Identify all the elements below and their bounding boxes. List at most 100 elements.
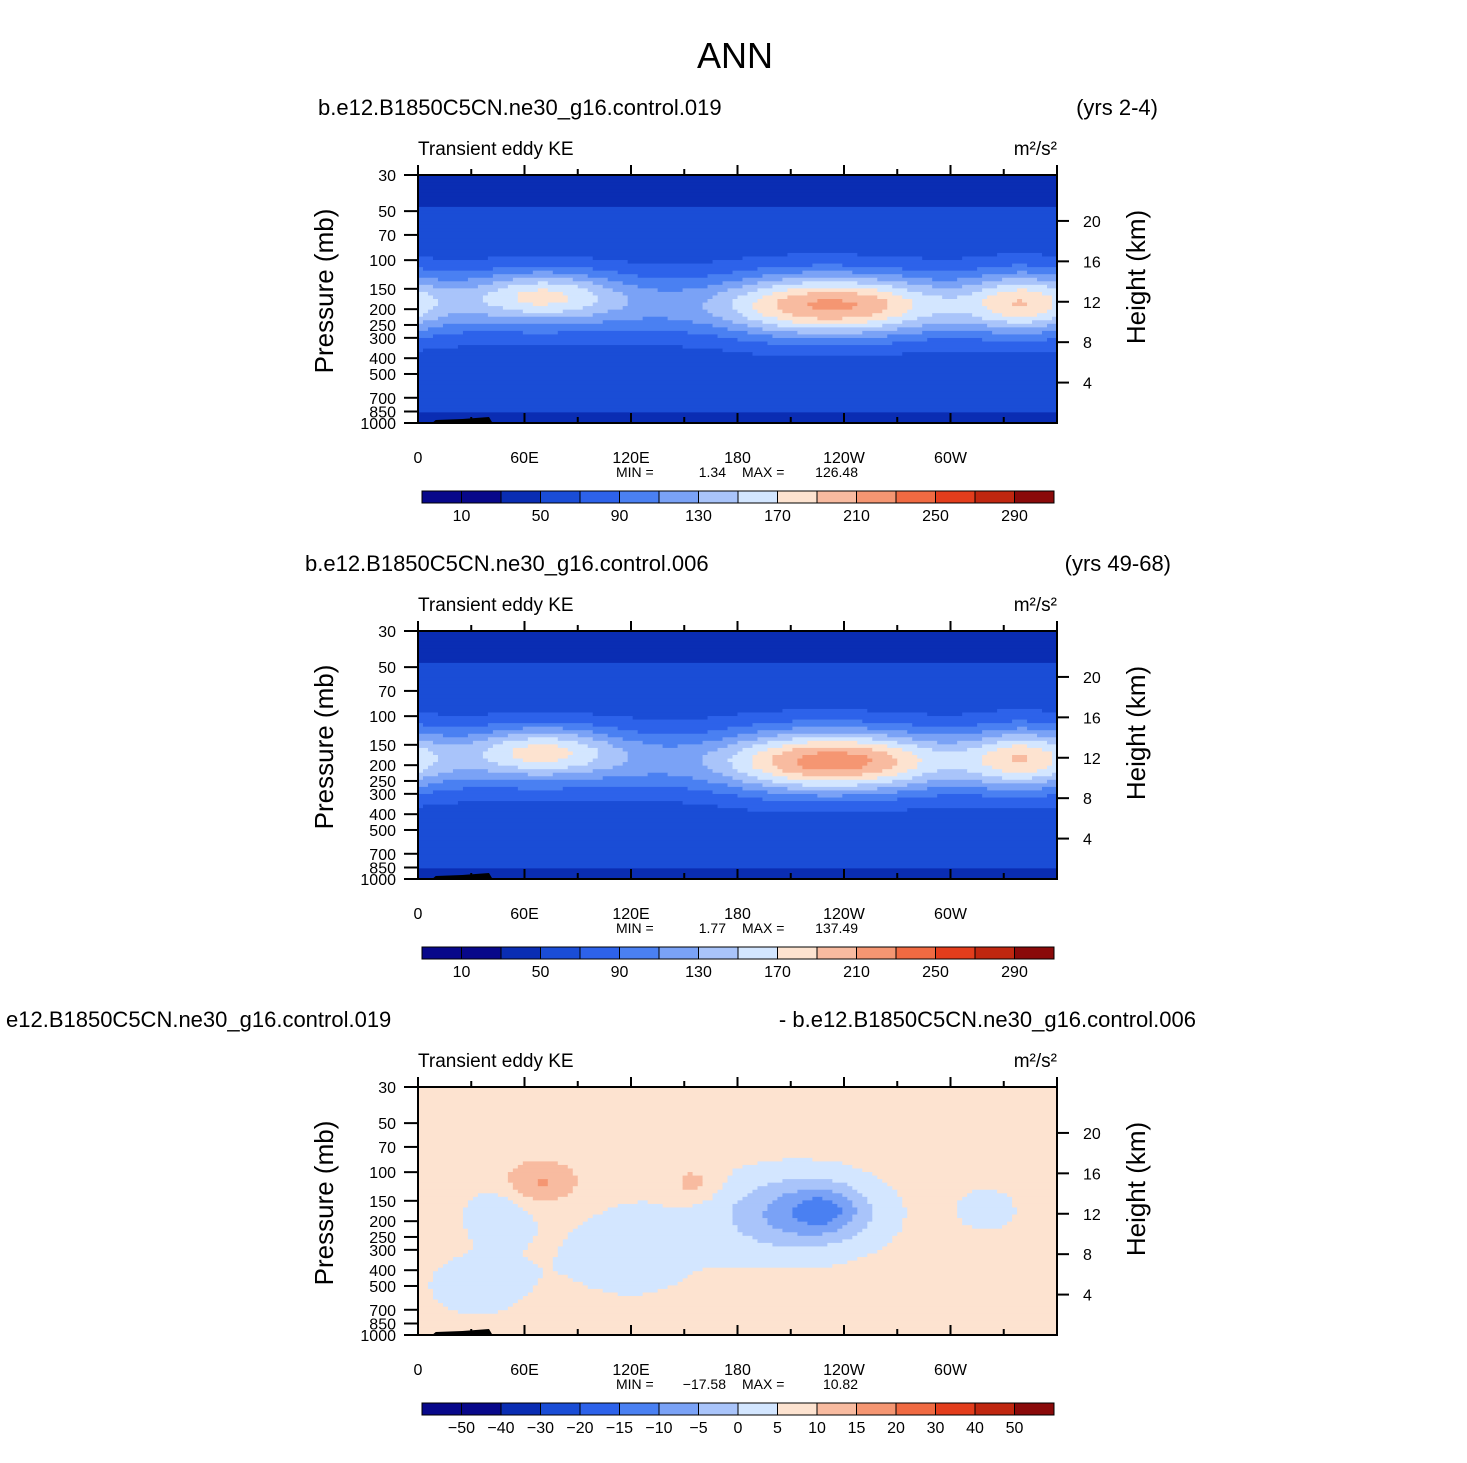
field-cell — [427, 783, 729, 788]
field-cell — [917, 762, 983, 767]
field-cell — [937, 793, 983, 799]
field-cell — [977, 723, 1057, 728]
field-cell — [1027, 302, 1053, 307]
field-cell — [587, 1285, 669, 1290]
field-cell — [767, 790, 898, 795]
field-cell — [732, 1203, 769, 1209]
field-cell — [482, 755, 514, 760]
field-cell — [717, 1189, 754, 1194]
field-cell — [418, 1196, 474, 1201]
field-cell — [682, 1182, 704, 1187]
field-cell — [557, 330, 689, 336]
colorbar-label: 170 — [764, 964, 791, 981]
field-cell — [418, 861, 1057, 866]
field-cell — [627, 295, 714, 300]
colorbar-box — [856, 946, 897, 960]
field-cell — [567, 1164, 744, 1170]
field-cell — [997, 284, 1048, 289]
field-cell — [517, 299, 569, 304]
field-cell — [892, 284, 933, 289]
field-cell — [512, 751, 574, 756]
field-cell — [957, 740, 998, 745]
field-cell — [427, 327, 729, 332]
field-cell — [562, 1242, 774, 1248]
field-cell — [418, 1264, 444, 1269]
colorbar-box — [737, 490, 778, 504]
field-cell — [418, 691, 1057, 696]
colorbar-label: −10 — [645, 1420, 672, 1437]
field-cell — [887, 316, 918, 321]
field-cell — [902, 1221, 963, 1226]
field-cell — [418, 330, 464, 336]
field-cell — [418, 221, 1057, 226]
x-tick-label: 180 — [724, 450, 751, 467]
field-cell — [572, 1189, 719, 1194]
field-cell — [982, 793, 1048, 799]
y-right-tick-label: 12 — [1083, 1207, 1101, 1224]
field-cell — [418, 737, 489, 742]
field-cell — [737, 712, 928, 717]
field-cell — [602, 320, 694, 325]
y-axis-title: Pressure (mb) — [309, 1121, 339, 1286]
field-cell — [418, 217, 1057, 222]
x-tick-label: 60W — [934, 906, 968, 923]
field-cell — [637, 1200, 649, 1205]
field-cell — [418, 847, 1057, 852]
field-cell — [418, 1179, 509, 1184]
field-cell — [418, 854, 1057, 859]
field-cell — [777, 299, 818, 304]
field-cell — [418, 698, 1057, 703]
field-cell — [418, 755, 439, 760]
field-cell — [1037, 769, 1057, 774]
field-cell — [992, 309, 1048, 314]
field-cell — [747, 323, 779, 328]
field-cell — [557, 737, 594, 742]
field-cell — [587, 1218, 734, 1223]
field-cell — [752, 1235, 853, 1240]
y-right-tick-label: 16 — [1083, 254, 1101, 271]
field-cell — [418, 337, 739, 343]
field-cell — [482, 751, 514, 756]
field-cell — [1052, 772, 1057, 777]
field-cell — [937, 769, 968, 774]
field-cell — [1027, 755, 1053, 760]
field-cell — [767, 1221, 808, 1226]
variable-label: Transient eddy KE — [418, 1051, 574, 1072]
field-cell — [897, 1193, 968, 1198]
colorbar-label: 50 — [532, 508, 550, 525]
field-cell — [517, 295, 569, 300]
field-cell — [922, 256, 963, 261]
field-cell — [418, 645, 1057, 650]
field-cell — [1047, 309, 1057, 314]
colorbar-box — [500, 946, 541, 960]
field-cell — [422, 776, 604, 781]
field-cell — [687, 330, 749, 336]
colorbar-box — [461, 1402, 502, 1416]
field-cell — [612, 288, 659, 293]
field-cell — [577, 1182, 684, 1187]
field-cell — [537, 1281, 584, 1286]
field-cell — [817, 299, 843, 304]
field-cell — [418, 1285, 429, 1290]
field-cell — [702, 1267, 1057, 1272]
field-cell — [702, 758, 729, 763]
field-cell — [418, 1218, 464, 1223]
x-tick-label: 120W — [823, 1362, 866, 1379]
field-cell — [1002, 313, 1038, 318]
field-cell — [517, 786, 564, 792]
stat-max-label: MAX = — [742, 1376, 784, 1392]
field-cell — [847, 1196, 868, 1201]
colorbar-box — [461, 490, 502, 504]
field-cell — [752, 755, 774, 760]
y-tick-label: 30 — [378, 168, 396, 185]
field-cell — [622, 737, 724, 742]
field-cell — [418, 369, 1057, 374]
field-cell — [432, 284, 479, 289]
field-cell — [877, 786, 928, 792]
field-cell — [418, 306, 434, 311]
field-cell — [662, 744, 679, 749]
field-cell — [467, 1228, 539, 1233]
field-cell — [418, 1288, 434, 1294]
colorbar-label: −15 — [606, 1420, 633, 1437]
stat-min-label: MIN = — [616, 1376, 654, 1392]
